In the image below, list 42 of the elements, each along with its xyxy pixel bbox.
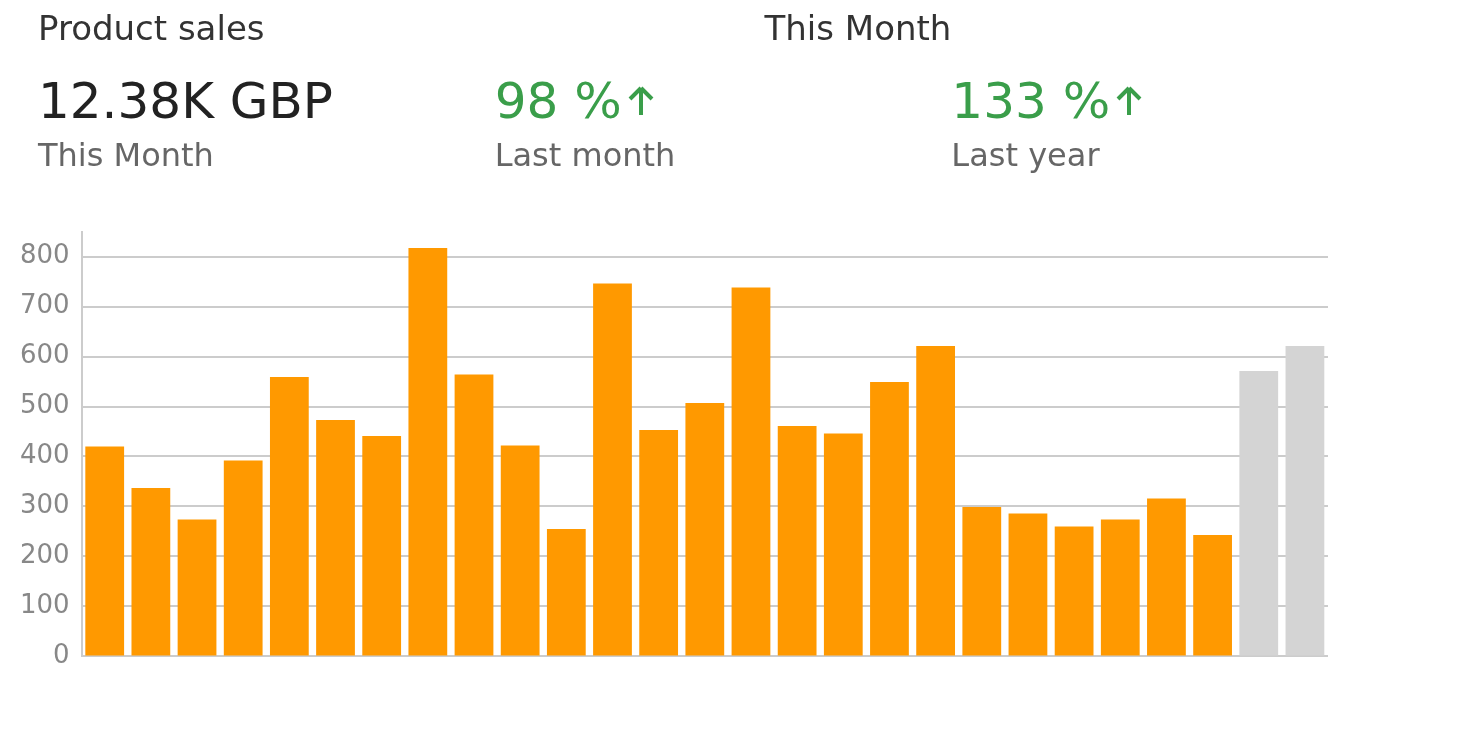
bar xyxy=(962,506,1002,656)
y-tick-label: 0 xyxy=(53,639,70,670)
y-tick-label: 200 xyxy=(19,539,70,570)
bar xyxy=(1147,498,1186,656)
chart-title: Product sales xyxy=(38,8,265,48)
bar xyxy=(777,426,817,656)
y-tick-label: 800 xyxy=(19,239,70,270)
y-tick-label: 600 xyxy=(19,339,70,370)
bar xyxy=(731,287,771,656)
bar xyxy=(1100,519,1140,656)
y-tick-label: 400 xyxy=(19,439,70,470)
bar xyxy=(85,446,125,656)
bar xyxy=(1193,534,1232,656)
bar xyxy=(546,528,586,656)
text: This Month xyxy=(38,136,215,174)
y-tick-label: 700 xyxy=(19,289,70,320)
y-tick-label: 500 xyxy=(19,389,70,420)
y-tick-label: 300 xyxy=(19,489,70,520)
bar xyxy=(500,445,540,656)
text: Last year xyxy=(951,136,1101,174)
text: 12.38K GBP xyxy=(38,72,334,130)
bar xyxy=(269,377,309,656)
bar xyxy=(177,519,217,656)
bar xyxy=(131,487,171,656)
bar xyxy=(685,403,725,656)
bar xyxy=(916,346,956,656)
bar xyxy=(1054,526,1094,656)
bar xyxy=(823,433,863,656)
y-tick-label: 100 xyxy=(19,589,70,620)
bar xyxy=(1008,513,1048,656)
text: Last month xyxy=(494,136,677,174)
text: 133 % xyxy=(951,72,1111,130)
bar xyxy=(454,374,494,656)
bar xyxy=(593,283,632,656)
bar xyxy=(362,436,402,656)
bar xyxy=(223,460,263,656)
bar xyxy=(639,430,679,656)
chart-subtitle: This Month xyxy=(764,8,952,48)
text: 98 % xyxy=(494,72,622,130)
bar xyxy=(870,382,909,656)
bar xyxy=(408,248,448,656)
bar xyxy=(316,420,355,656)
